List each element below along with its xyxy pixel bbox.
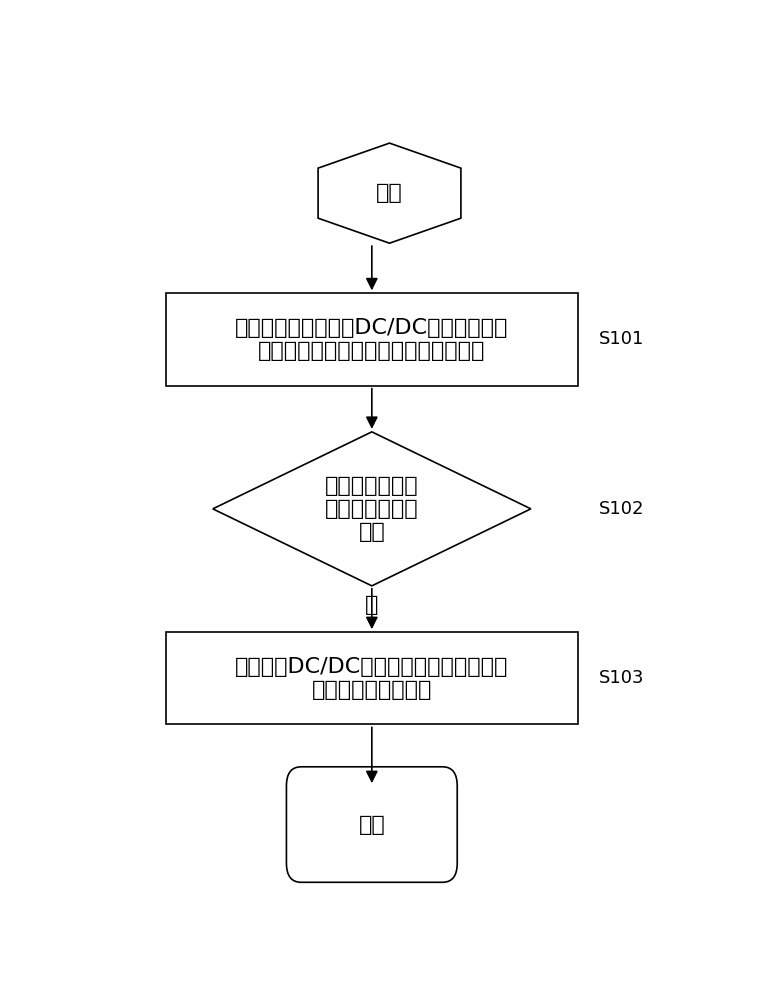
Text: 是: 是 [365,595,378,615]
FancyBboxPatch shape [287,767,458,882]
Text: S101: S101 [599,330,644,348]
Text: S103: S103 [599,669,644,687]
Polygon shape [318,143,461,243]
Text: 根据检测得到的双向DC/DC变换器的高压
侧电压和低压侧电压，确定两侧电压差: 根据检测得到的双向DC/DC变换器的高压 侧电压和低压侧电压，确定两侧电压差 [235,318,508,361]
Text: S102: S102 [599,500,644,518]
Text: 开始: 开始 [376,183,403,203]
Polygon shape [213,432,530,586]
Text: 结束: 结束 [359,815,385,835]
FancyBboxPatch shape [166,632,578,724]
Text: 两侧电压差是否
处于预设压差范
围内: 两侧电压差是否 处于预设压差范 围内 [325,476,419,542]
FancyBboxPatch shape [166,293,578,386]
Text: 控制双向DC/DC变换器的调制模式由单级
调制切换至双级调制: 控制双向DC/DC变换器的调制模式由单级 调制切换至双级调制 [235,657,508,700]
